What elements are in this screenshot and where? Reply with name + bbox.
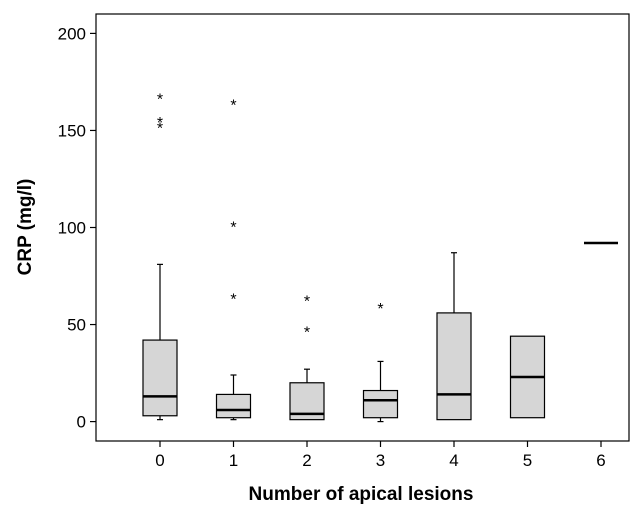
y-axis: 0 50 100 150 200 — [58, 24, 96, 432]
y-tick-label: 0 — [77, 413, 86, 432]
box-2: ** — [289, 293, 325, 421]
box-5 — [509, 335, 546, 419]
box-iqr — [362, 389, 399, 419]
outlier-marker: * — [304, 293, 310, 310]
box-0: *** — [142, 92, 178, 421]
outlier-marker: * — [157, 115, 163, 132]
y-tick-label: 150 — [58, 121, 86, 140]
box-iqr — [142, 339, 178, 417]
box-3: * — [362, 301, 399, 423]
outlier-marker: * — [377, 301, 383, 318]
x-axis-title: Number of apical lesions — [249, 484, 474, 505]
outlier-marker: * — [157, 121, 163, 138]
x-axis: 0 1 2 3 4 5 6 — [155, 441, 606, 470]
boxes: ******** * — [142, 92, 618, 423]
x-tick-label: 2 — [302, 451, 311, 470]
outlier-marker: * — [230, 220, 236, 237]
x-tick-label: 6 — [596, 451, 605, 470]
x-tick-label: 3 — [376, 451, 385, 470]
outlier-marker: * — [304, 324, 310, 341]
outlier-marker: * — [230, 97, 236, 114]
y-tick-label: 200 — [58, 24, 86, 43]
x-tick-label: 4 — [449, 451, 458, 470]
outlier-marker: * — [157, 92, 163, 109]
outlier-marker: * — [230, 291, 236, 308]
y-tick-label: 50 — [67, 316, 86, 335]
box-1: * * * — [215, 97, 252, 421]
y-axis-title: CRP (mg/l) — [15, 179, 36, 276]
x-tick-label: 1 — [229, 451, 238, 470]
box-iqr — [215, 393, 252, 419]
x-tick-label: 0 — [155, 451, 164, 470]
y-tick-label: 100 — [58, 219, 86, 238]
box-4 — [436, 252, 472, 421]
x-tick-label: 5 — [523, 451, 532, 470]
box-iqr — [436, 312, 472, 421]
